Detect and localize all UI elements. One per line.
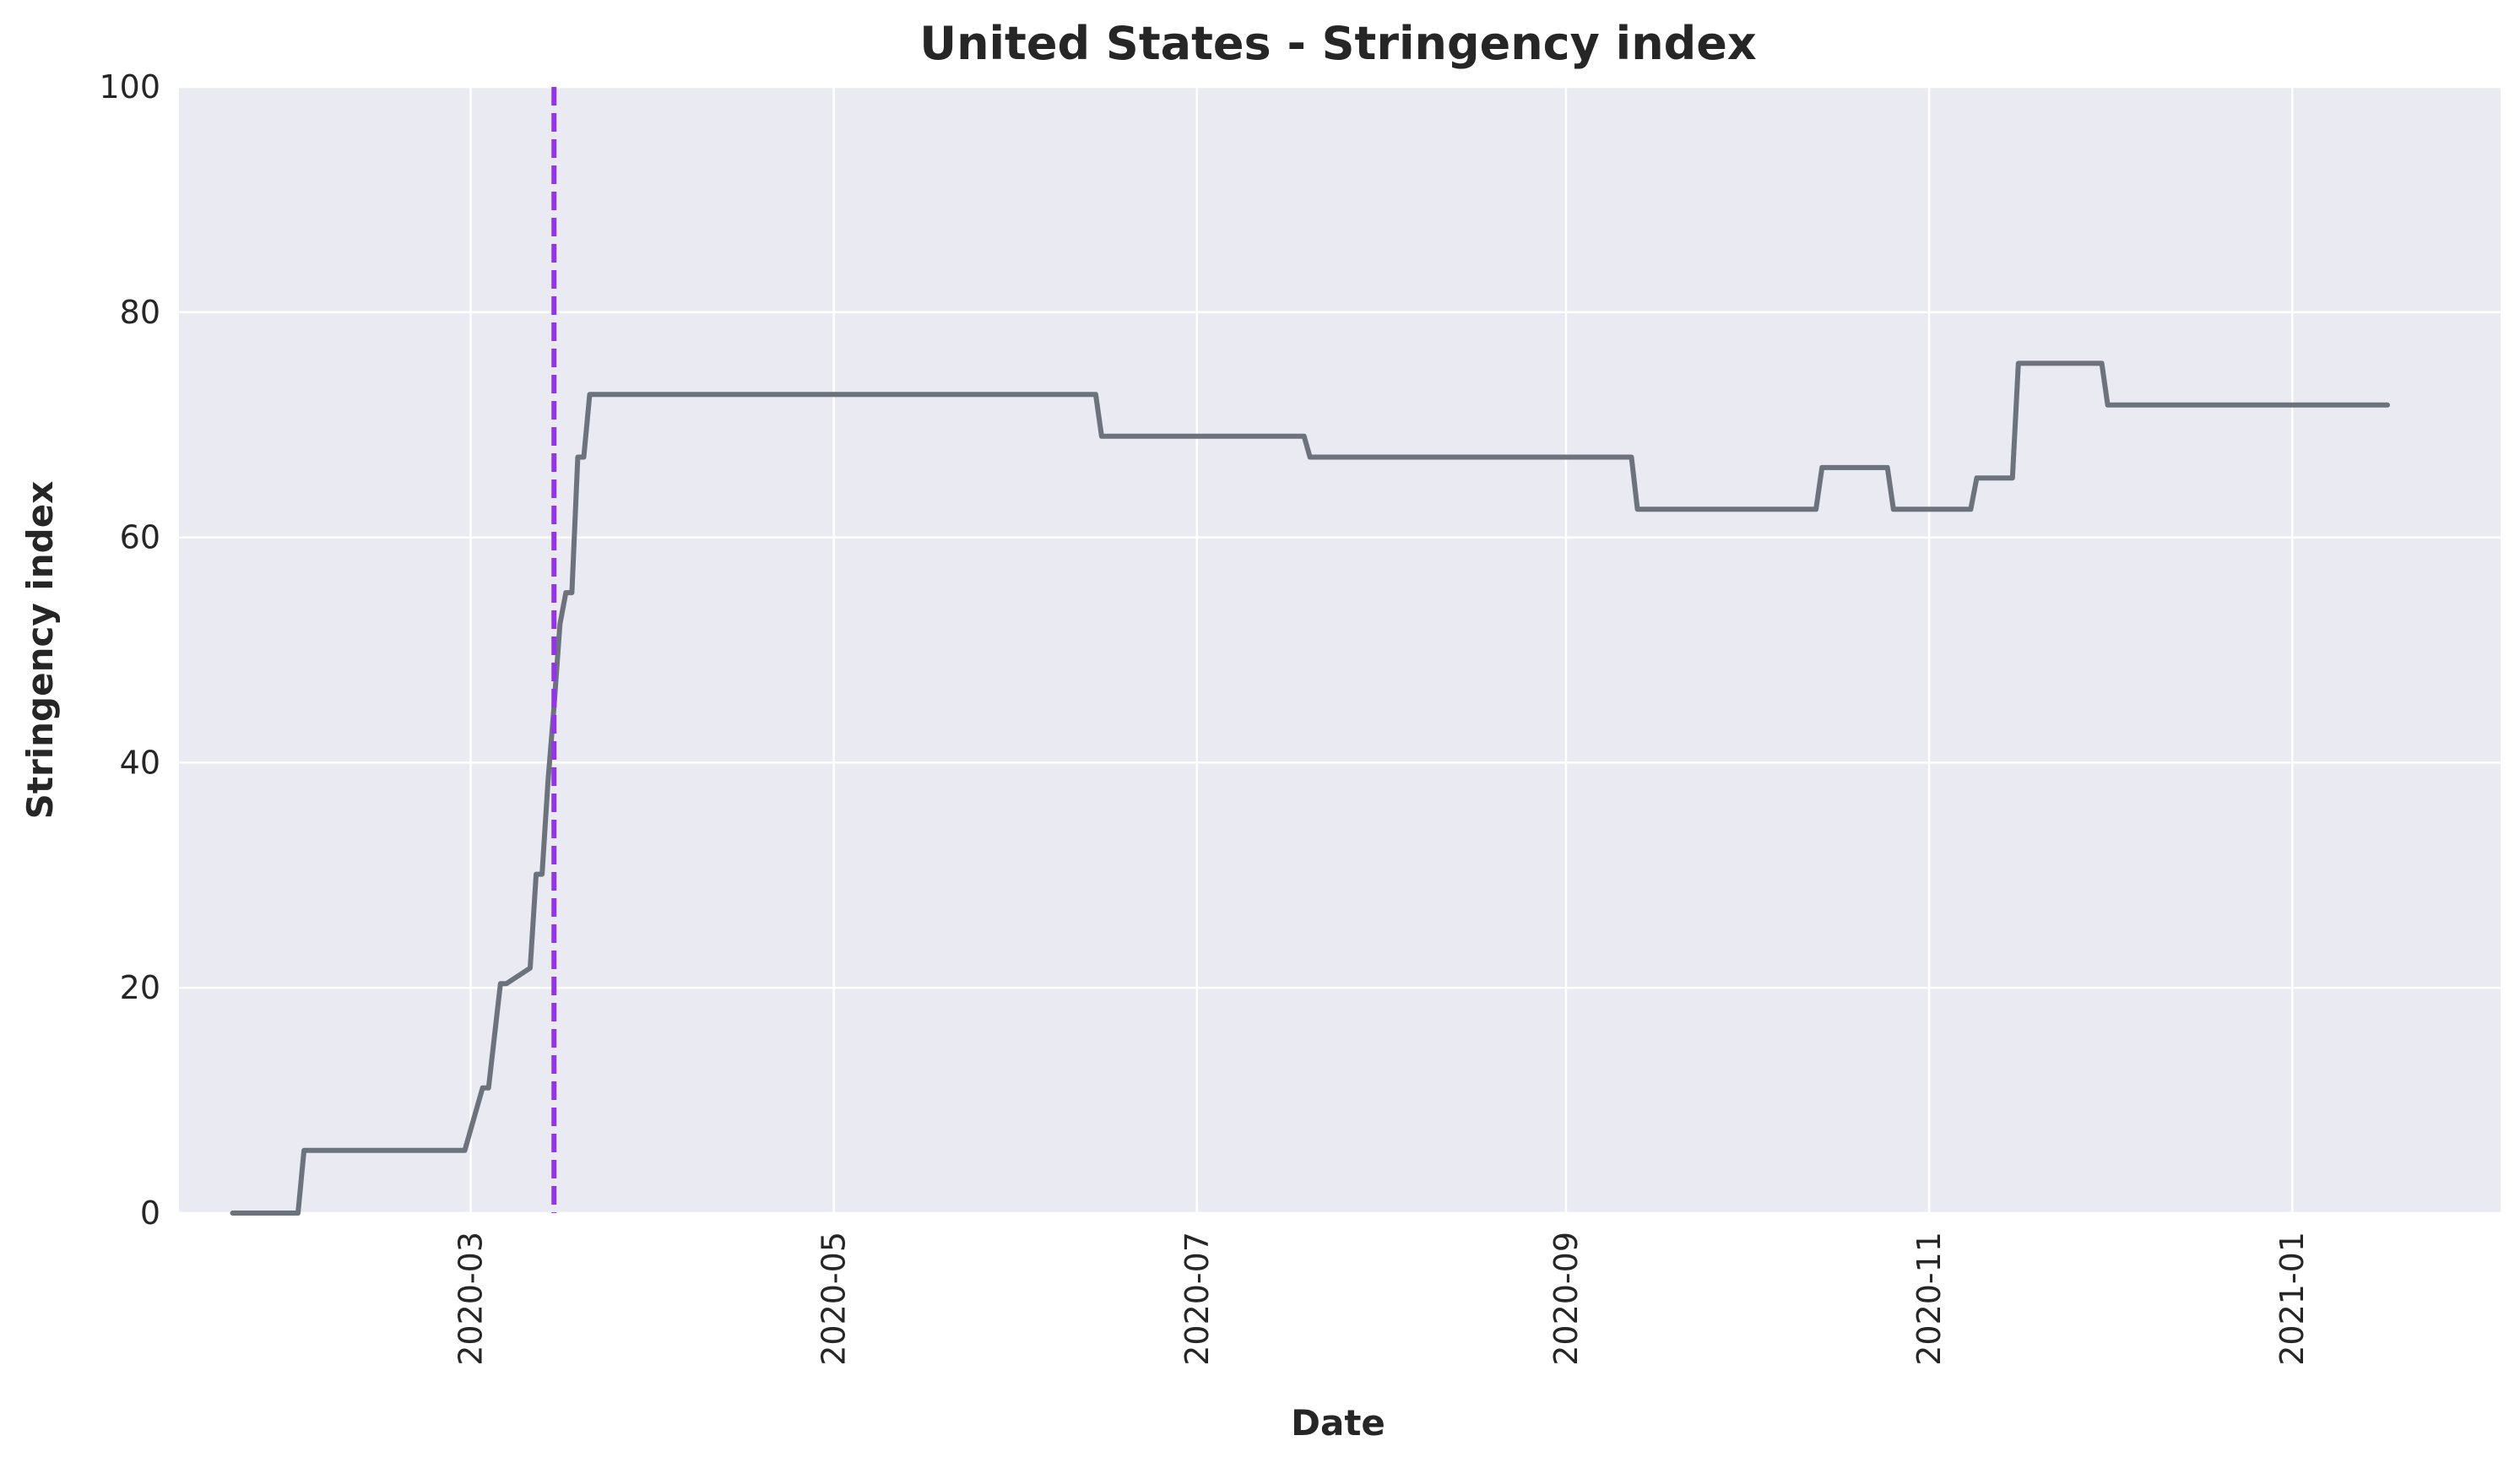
y-axis-label: Stringency index: [19, 481, 61, 820]
chart-title: United States - Stringency index: [919, 17, 1757, 70]
y-tick-label: 20: [120, 969, 160, 1006]
x-tick-label: 2020-11: [1910, 1232, 1948, 1366]
y-tick-label: 0: [140, 1194, 160, 1232]
plot-area: [179, 87, 2501, 1213]
y-tick-label: 80: [120, 294, 160, 331]
x-tick-label: 2020-05: [816, 1232, 853, 1366]
x-tick-label: 2021-01: [2273, 1232, 2311, 1366]
grid: [179, 85, 2501, 1215]
y-axis: 0 20 40 60 80 100: [99, 68, 160, 1232]
y-tick-label: 60: [120, 519, 160, 556]
y-tick-label: 40: [120, 744, 160, 781]
x-tick-label: 2020-09: [1547, 1232, 1585, 1366]
series-layer: [230, 360, 2390, 1216]
y-tick-label: 100: [99, 68, 160, 106]
x-axis-label: Date: [1291, 1402, 1385, 1444]
x-axis: 2020-03 2020-05 2020-07 2020-09 2020-11 2021-…: [453, 1232, 2311, 1366]
x-tick-label: 2020-03: [453, 1232, 490, 1366]
x-tick-label: 2020-07: [1179, 1232, 1216, 1366]
series-line: [230, 360, 2390, 1216]
